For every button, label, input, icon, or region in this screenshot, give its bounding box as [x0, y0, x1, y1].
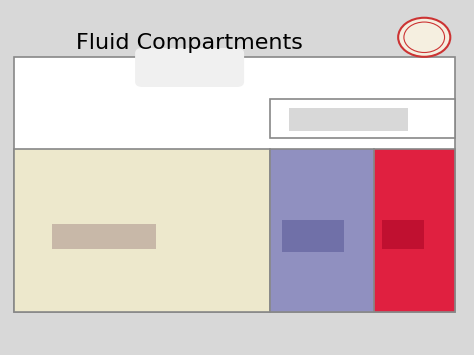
FancyBboxPatch shape	[14, 57, 455, 312]
FancyBboxPatch shape	[270, 149, 374, 312]
Circle shape	[398, 18, 450, 57]
FancyBboxPatch shape	[52, 224, 156, 248]
FancyBboxPatch shape	[282, 220, 344, 252]
Text: Fluid Compartments: Fluid Compartments	[76, 33, 303, 53]
FancyBboxPatch shape	[382, 220, 424, 248]
FancyBboxPatch shape	[374, 149, 455, 312]
FancyBboxPatch shape	[14, 149, 270, 312]
FancyBboxPatch shape	[135, 48, 244, 87]
FancyBboxPatch shape	[289, 108, 408, 131]
FancyBboxPatch shape	[270, 99, 455, 138]
